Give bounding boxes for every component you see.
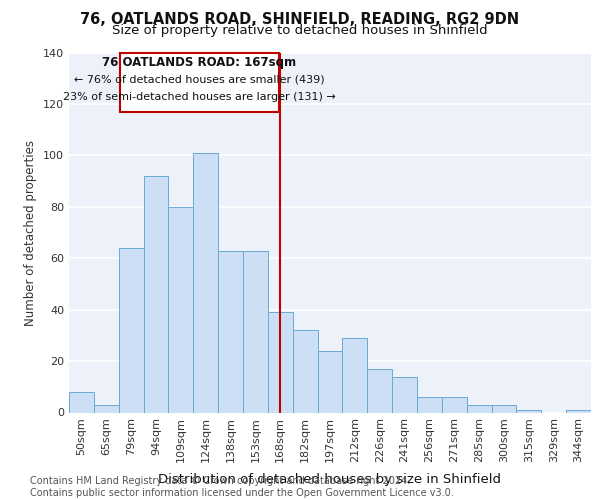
Text: Size of property relative to detached houses in Shinfield: Size of property relative to detached ho…: [112, 24, 488, 37]
Bar: [417, 397, 442, 412]
Bar: [143, 176, 169, 412]
Bar: [268, 312, 293, 412]
Bar: [367, 369, 392, 412]
Bar: [442, 397, 467, 412]
Bar: [392, 376, 417, 412]
Y-axis label: Number of detached properties: Number of detached properties: [25, 140, 37, 326]
Bar: [119, 248, 143, 412]
Bar: [94, 405, 119, 412]
Bar: [193, 153, 218, 412]
X-axis label: Distribution of detached houses by size in Shinfield: Distribution of detached houses by size …: [158, 474, 502, 486]
Bar: [491, 405, 517, 412]
Text: 23% of semi-detached houses are larger (131) →: 23% of semi-detached houses are larger (…: [63, 92, 336, 102]
Bar: [218, 250, 243, 412]
Text: Contains HM Land Registry data © Crown copyright and database right 2024.
Contai: Contains HM Land Registry data © Crown c…: [30, 476, 454, 498]
Bar: [69, 392, 94, 412]
Bar: [293, 330, 317, 412]
FancyBboxPatch shape: [120, 52, 279, 112]
Text: 76, OATLANDS ROAD, SHINFIELD, READING, RG2 9DN: 76, OATLANDS ROAD, SHINFIELD, READING, R…: [80, 12, 520, 28]
Bar: [243, 250, 268, 412]
Bar: [343, 338, 367, 412]
Bar: [566, 410, 591, 412]
Text: 76 OATLANDS ROAD: 167sqm: 76 OATLANDS ROAD: 167sqm: [103, 56, 296, 70]
Bar: [317, 351, 343, 412]
Bar: [517, 410, 541, 412]
Bar: [467, 405, 491, 412]
Bar: [169, 207, 193, 412]
Text: ← 76% of detached houses are smaller (439): ← 76% of detached houses are smaller (43…: [74, 74, 325, 85]
